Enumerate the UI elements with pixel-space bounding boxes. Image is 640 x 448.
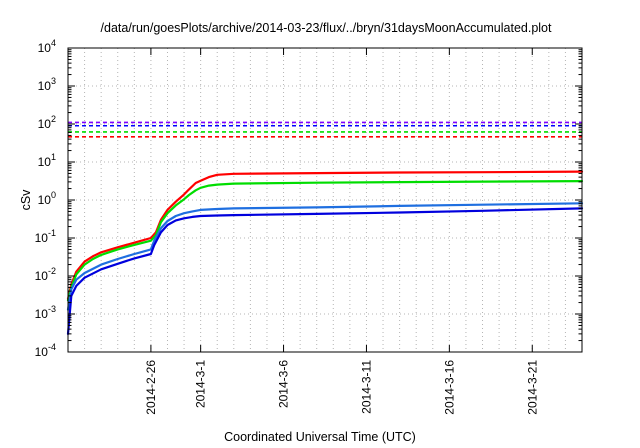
y-tick-label: 100 [38, 190, 56, 207]
x-axis-label: Coordinated Universal Time (UTC) [224, 430, 416, 444]
series-line-blue [66, 207, 584, 335]
y-tick-label: 104 [38, 38, 56, 55]
y-tick-label: 10-1 [35, 228, 56, 245]
x-tick-label: 2014-3-21 [525, 360, 539, 415]
x-tick-label: 2014-3-16 [442, 360, 456, 415]
axis-ticks [68, 47, 582, 353]
y-tick-label: 101 [38, 152, 56, 169]
series-lines [66, 170, 584, 335]
y-tick-label: 10-2 [35, 266, 56, 283]
y-axis-tick-labels: 10-4 10-3 10-2 10-1 100 101 102 103 104 [35, 38, 56, 359]
x-axis-tick-labels: 2014-2-26 2014-3-1 2014-3-6 2014-3-11 2014-3… [144, 360, 539, 415]
series-line-cyan-blue [66, 202, 584, 311]
y-axis-label: cSv [19, 189, 33, 211]
y-tick-label: 10-3 [35, 304, 56, 321]
reference-lines [68, 121, 582, 138]
gridlines [68, 48, 582, 352]
x-tick-label: 2014-2-26 [144, 360, 158, 415]
x-tick-label: 2014-3-11 [359, 360, 373, 414]
y-tick-label: 10-4 [35, 342, 56, 359]
chart-title: /data/run/goesPlots/archive/2014-03-23/f… [101, 21, 552, 35]
series-line-green [66, 180, 584, 302]
x-tick-label: 2014-3-1 [194, 360, 208, 408]
y-tick-label: 102 [38, 114, 56, 131]
series-line-red [66, 170, 584, 300]
x-tick-label: 2014-3-6 [277, 360, 291, 408]
y-tick-label: 103 [38, 76, 56, 93]
